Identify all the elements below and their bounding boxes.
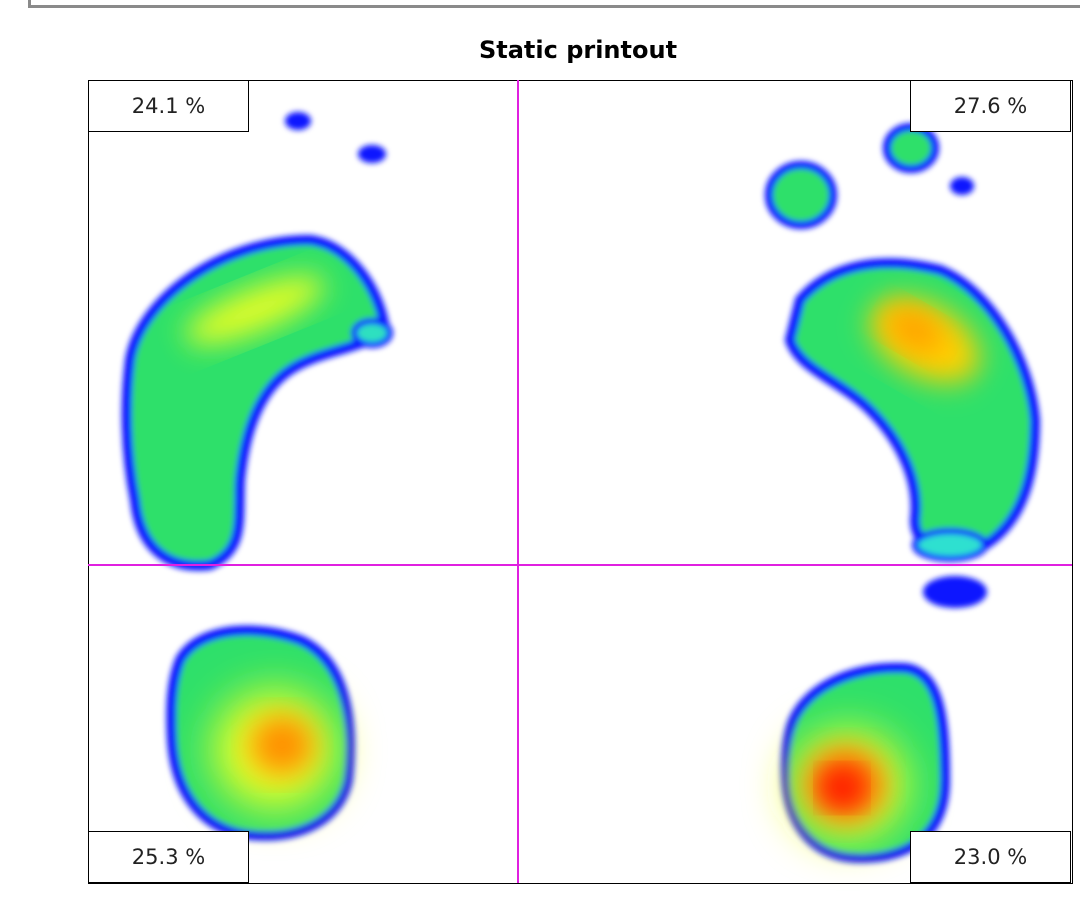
bottom-right-percent: 23.0 % [910,831,1071,883]
title: Static printout [478,36,678,64]
top-left-percent: 24.1 % [88,80,249,132]
bottom-left-percent: 25.3 % [88,831,249,883]
top-right-percent: 27.6 % [910,80,1071,132]
footprints [121,112,1041,864]
window-frame [28,0,1080,8]
